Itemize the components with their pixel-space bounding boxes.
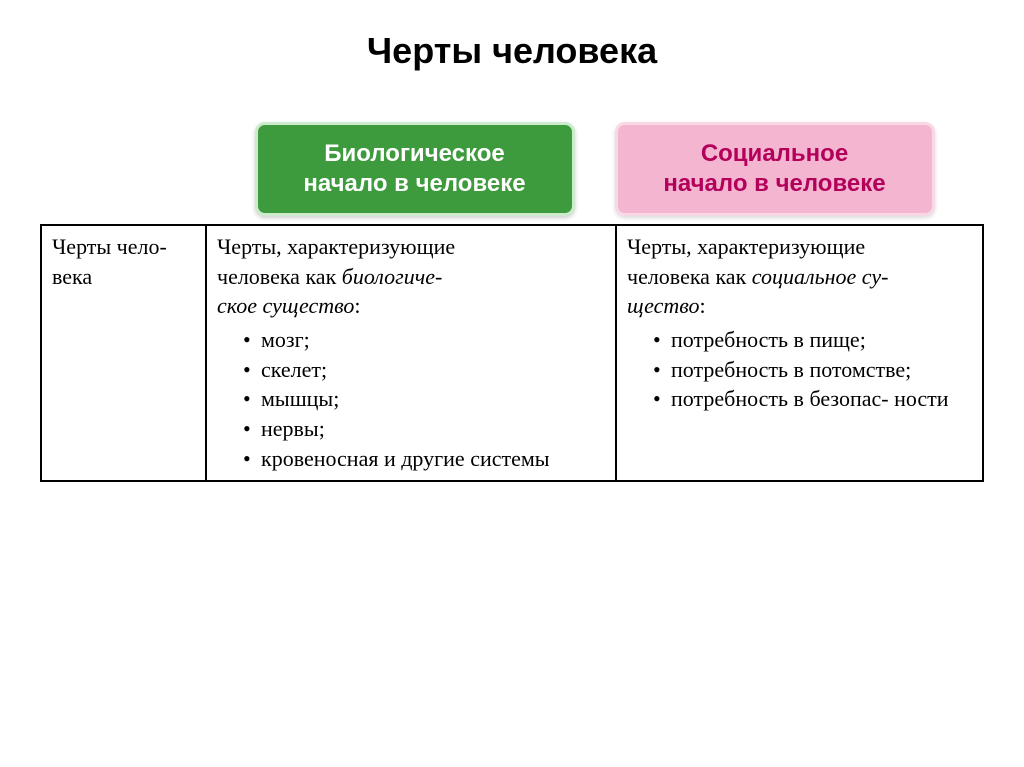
- list-item: потребность в пище;: [653, 325, 972, 355]
- row-label-cell: Черты чело- века: [41, 225, 206, 481]
- bio-lead2-pre: человека как: [217, 264, 342, 289]
- soc-header-box: Социальное начало в человеке: [615, 122, 935, 216]
- list-item: нервы;: [243, 414, 605, 444]
- list-item: потребность в потомстве;: [653, 355, 972, 385]
- soc-items: потребность в пище; потребность в потомс…: [627, 325, 972, 414]
- list-item: мозг;: [243, 325, 605, 355]
- bio-lead: Черты, характеризующие человека как биол…: [217, 232, 605, 321]
- bio-lead3-em: ское существо: [217, 293, 354, 318]
- bio-items: мозг; скелет; мышцы; нервы; кровеносная …: [217, 325, 605, 473]
- bio-header-line1: Биологическое: [324, 140, 504, 167]
- bio-lead1: Черты, характеризующие: [217, 234, 455, 259]
- soc-lead2-pre: человека как: [627, 264, 752, 289]
- table-row: Черты чело- века Черты, характеризующие …: [41, 225, 983, 481]
- list-item: скелет;: [243, 355, 605, 385]
- bio-header-line2: начало в человеке: [303, 170, 525, 197]
- bio-header-box: Биологическое начало в человеке: [255, 122, 575, 216]
- soc-lead: Черты, характеризующие человека как соци…: [627, 232, 972, 321]
- soc-cell: Черты, характеризующие человека как соци…: [616, 225, 983, 481]
- soc-header-line1: Социальное: [701, 140, 848, 167]
- soc-lead1: Черты, характеризующие: [627, 234, 865, 259]
- soc-lead3-post: :: [700, 293, 706, 318]
- list-item: мышцы;: [243, 384, 605, 414]
- list-item: потребность в безопас- ности: [653, 384, 972, 414]
- list-item: кровеносная и другие системы: [243, 444, 605, 474]
- bio-cell: Черты, характеризующие человека как биол…: [206, 225, 616, 481]
- header-boxes-row: Биологическое начало в человеке Социальн…: [40, 122, 984, 216]
- soc-lead2-em: социальное су-: [752, 264, 889, 289]
- bio-lead3-post: :: [354, 293, 360, 318]
- row-label-l1: Черты чело-: [52, 234, 167, 259]
- row-label-l2: века: [52, 264, 92, 289]
- soc-lead3-em: щество: [627, 293, 700, 318]
- bio-lead2-em: биологиче-: [342, 264, 443, 289]
- soc-header-line2: начало в человеке: [663, 170, 885, 197]
- page-title: Черты человека: [40, 30, 984, 72]
- traits-table: Черты чело- века Черты, характеризующие …: [40, 224, 984, 482]
